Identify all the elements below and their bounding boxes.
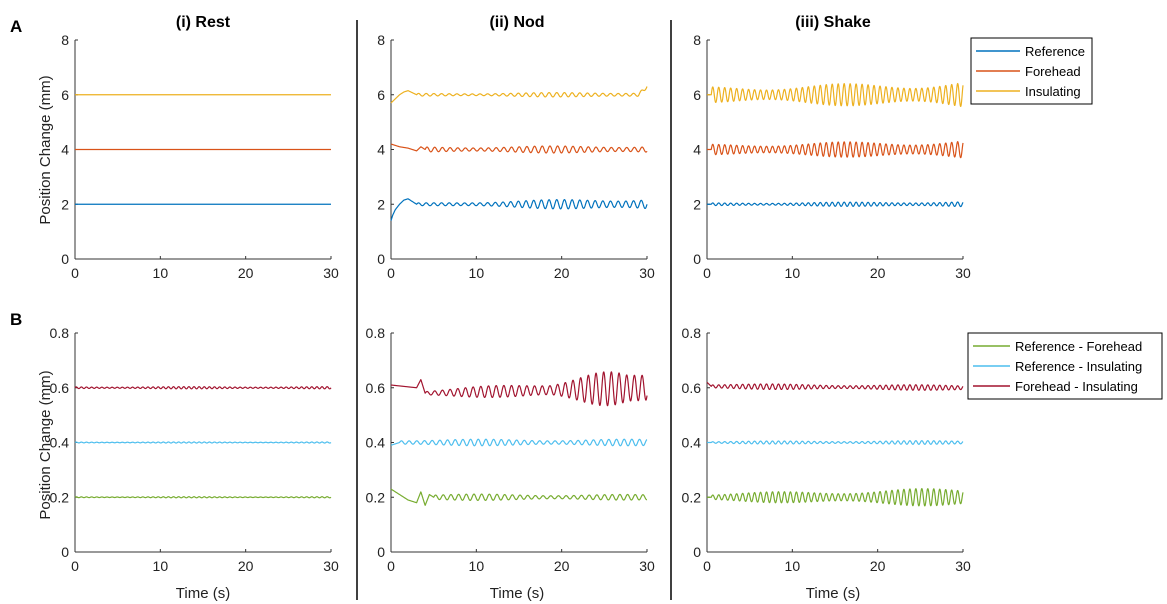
y-tick-label: 0.2 xyxy=(50,489,70,505)
legend-b: Reference - Forehead Reference - Insulat… xyxy=(967,332,1163,400)
x-tick-label: 30 xyxy=(955,265,971,281)
x-tick-label: 30 xyxy=(955,558,971,574)
x-tick-label: 0 xyxy=(703,265,711,281)
y-tick-label: 0 xyxy=(693,544,701,560)
y-tick-label: 0.8 xyxy=(682,325,702,341)
y-tick-label: 8 xyxy=(61,32,69,48)
x-tick-label: 10 xyxy=(469,265,485,281)
panel-a-rest: 0 2 4 6 8 0 10 20 30 xyxy=(61,32,339,281)
series-line-reference-forehead xyxy=(74,496,332,499)
y-axis-label-a: Position Change (mm) xyxy=(37,75,54,224)
panel-a-nod: 0 2 4 6 8 0 10 20 30 xyxy=(377,32,655,281)
y-tick-label: 4 xyxy=(61,142,69,158)
x-tick-label: 10 xyxy=(153,265,169,281)
y-tick-label: 6 xyxy=(377,87,385,103)
series-line-reference xyxy=(390,198,648,221)
series-line-forehead xyxy=(390,143,648,154)
series-line-forehead-insulating xyxy=(706,381,964,391)
x-tick-label: 30 xyxy=(323,558,339,574)
series-line-forehead-insulating xyxy=(390,371,648,407)
x-axis-label-shake: Time (s) xyxy=(806,585,860,602)
y-tick-label: 0.6 xyxy=(50,380,70,396)
legend-b-entry-reference-insulating: Reference - Insulating xyxy=(1015,359,1142,374)
legend-b-entry-reference-forehead: Reference - Forehead xyxy=(1015,339,1142,354)
row-label-a: A xyxy=(10,17,22,36)
y-tick-label: 8 xyxy=(377,32,385,48)
y-tick-label: 0 xyxy=(377,251,385,267)
panel-b-shake: 0 0.2 0.4 0.6 0.8 0 10 20 30 xyxy=(682,325,971,574)
y-tick-label: 0.6 xyxy=(366,380,386,396)
panel-b-nod: 0 0.2 0.4 0.6 0.8 0 10 20 30 xyxy=(366,325,655,574)
y-tick-label: 0 xyxy=(693,251,701,267)
legend-a-entry-insulating: Insulating xyxy=(1025,84,1081,99)
y-tick-label: 0.4 xyxy=(366,435,386,451)
y-tick-label: 0 xyxy=(61,251,69,267)
legend-a: Reference Forehead Insulating xyxy=(970,37,1093,105)
x-tick-label: 0 xyxy=(71,558,79,574)
x-tick-label: 10 xyxy=(785,265,801,281)
x-tick-label: 0 xyxy=(703,558,711,574)
y-tick-label: 0 xyxy=(61,544,69,560)
legend-b-entry-forehead-insulating: Forehead - Insulating xyxy=(1015,379,1138,394)
legend-a-entry-reference: Reference xyxy=(1025,44,1085,59)
y-tick-label: 0.2 xyxy=(682,489,702,505)
panel-b-rest: 0 0.2 0.4 0.6 0.8 0 10 20 30 xyxy=(50,325,339,574)
y-tick-label: 0 xyxy=(377,544,385,560)
y-tick-label: 0.8 xyxy=(50,325,70,341)
x-tick-label: 10 xyxy=(469,558,485,574)
y-tick-label: 0.8 xyxy=(366,325,386,341)
y-tick-label: 0.4 xyxy=(50,435,70,451)
y-tick-label: 6 xyxy=(693,87,701,103)
y-tick-label: 4 xyxy=(693,142,701,158)
series-line-reference-forehead xyxy=(706,488,964,507)
x-tick-label: 0 xyxy=(387,558,395,574)
series-line-insulating xyxy=(706,82,964,107)
y-tick-label: 2 xyxy=(693,196,701,212)
x-tick-label: 30 xyxy=(323,265,339,281)
y-tick-label: 0.4 xyxy=(682,435,702,451)
y-tick-label: 6 xyxy=(61,87,69,103)
series-line-reference-insulating xyxy=(390,438,648,447)
x-tick-label: 30 xyxy=(639,558,655,574)
column-title-rest: (i) Rest xyxy=(176,14,231,31)
legend-a-entry-forehead: Forehead xyxy=(1025,64,1081,79)
x-axis-label-nod: Time (s) xyxy=(490,585,544,602)
series-line-reference-forehead xyxy=(390,488,648,506)
series-line-reference-insulating xyxy=(74,441,332,444)
y-tick-label: 2 xyxy=(61,196,69,212)
y-axis-label-b: Position Change (mm) xyxy=(37,370,54,519)
x-tick-label: 20 xyxy=(554,265,570,281)
x-tick-label: 30 xyxy=(639,265,655,281)
x-tick-label: 0 xyxy=(71,265,79,281)
x-tick-label: 20 xyxy=(238,558,254,574)
series-line-reference xyxy=(706,201,964,208)
y-tick-label: 4 xyxy=(377,142,385,158)
x-tick-label: 20 xyxy=(554,558,570,574)
panel-a-shake: 0 2 4 6 8 0 10 20 30 xyxy=(693,32,971,281)
y-tick-label: 2 xyxy=(377,196,385,212)
x-axis-label-rest: Time (s) xyxy=(176,585,230,602)
series-line-insulating xyxy=(390,86,648,104)
y-tick-label: 0.2 xyxy=(366,489,386,505)
y-tick-label: 8 xyxy=(693,32,701,48)
x-tick-label: 0 xyxy=(387,265,395,281)
x-tick-label: 20 xyxy=(870,558,886,574)
series-line-forehead-insulating xyxy=(74,386,332,390)
series-line-reference-insulating xyxy=(706,440,964,445)
column-title-nod: (ii) Nod xyxy=(489,14,544,31)
x-tick-label: 10 xyxy=(785,558,801,574)
row-label-b: B xyxy=(10,310,22,329)
x-tick-label: 20 xyxy=(870,265,886,281)
column-title-shake: (iii) Shake xyxy=(795,14,871,31)
x-tick-label: 20 xyxy=(238,265,254,281)
series-line-forehead xyxy=(706,141,964,159)
x-tick-label: 10 xyxy=(153,558,169,574)
y-tick-label: 0.6 xyxy=(682,380,702,396)
